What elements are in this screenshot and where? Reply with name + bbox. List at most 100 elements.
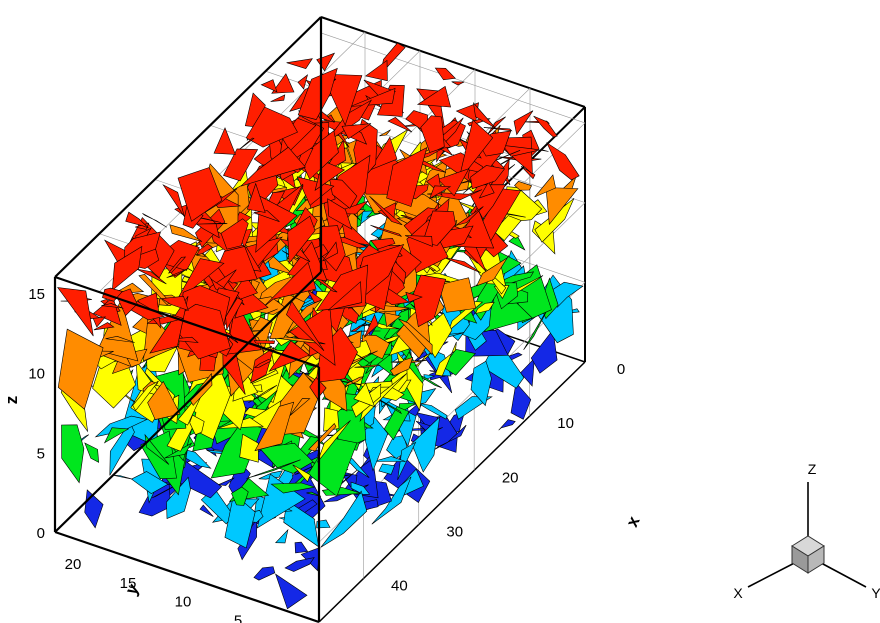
z-tick-label: 15 <box>28 286 45 303</box>
fracture-polygon <box>389 356 414 377</box>
fracture-polygon <box>473 102 496 129</box>
triad-x-label: X <box>733 585 743 601</box>
fracture-polygon <box>350 322 367 332</box>
fracture-polygon <box>177 167 223 222</box>
fracture-polygon <box>270 94 286 102</box>
fracture-polygon <box>478 181 495 199</box>
fracture-polygon <box>314 160 346 192</box>
fracture-polygon <box>411 416 441 473</box>
fracture-polygon <box>237 137 255 151</box>
fracture-polygon <box>405 291 423 303</box>
fracture-polygon <box>245 106 298 148</box>
fracture-polygon <box>534 198 575 243</box>
fracture-polygon <box>94 415 148 438</box>
fracture-polygon <box>476 255 510 287</box>
fracture-polygon <box>386 147 428 207</box>
fracture-polygon <box>220 218 249 250</box>
fracture-polygon <box>455 206 484 226</box>
fracture-polygon <box>84 442 100 463</box>
fracture-polygon <box>84 489 104 529</box>
box-edge <box>54 530 320 623</box>
fracture-polygon <box>135 359 163 398</box>
fracture-polygon <box>433 424 467 451</box>
fracture-polygon <box>57 287 94 337</box>
fracture-polygon <box>289 398 311 417</box>
fracture-polygon <box>429 185 452 200</box>
fracture-polygon <box>93 322 115 331</box>
fracture-polygon <box>443 257 481 274</box>
fracture-polygon <box>166 476 191 519</box>
fracture-polygon <box>327 198 353 230</box>
fracture-polygon <box>195 243 214 256</box>
fracture-polygon <box>253 340 276 345</box>
fracture-polygon <box>368 136 398 171</box>
fracture-polygon <box>397 441 417 481</box>
fracture-polygon <box>195 222 228 225</box>
fracture-polygon <box>418 402 448 420</box>
fracture-polygon <box>364 313 379 338</box>
fracture-polygon <box>317 420 351 463</box>
fracture-polygon <box>328 281 362 311</box>
fracture-polygon <box>470 165 506 190</box>
fracture-polygon <box>132 380 159 412</box>
fracture-polygon <box>246 182 266 213</box>
fracture-polygon <box>470 360 492 407</box>
fracture-polygon <box>113 475 133 480</box>
fracture-polygon <box>162 184 185 217</box>
fracture-polygon <box>438 277 477 313</box>
fracture-polygon <box>286 58 313 70</box>
fracture-polygon <box>199 504 214 517</box>
fracture-polygon <box>353 382 376 408</box>
fracture-polygon <box>329 178 358 209</box>
fracture-polygon <box>275 528 289 544</box>
fracture-polygon <box>164 442 193 459</box>
z-tick-label: 5 <box>37 445 45 462</box>
x-tick-label: 40 <box>391 578 408 595</box>
fracture-polygon <box>306 491 322 497</box>
fracture-polygon <box>546 142 580 181</box>
fracture-polygon <box>316 52 336 72</box>
fracture-polygon <box>248 308 278 322</box>
fracture-polygon <box>383 406 410 441</box>
fracture-polygon <box>384 312 402 328</box>
fracture-polygon <box>189 414 205 436</box>
fracture-polygon <box>434 341 457 377</box>
fracture-polygon <box>144 433 170 465</box>
fracture-polygon <box>378 463 395 475</box>
fracture-polygon <box>533 115 558 138</box>
fracture-polygon <box>369 195 403 226</box>
fracture-polygon <box>167 256 187 274</box>
orientation-triad: Z X Y <box>733 461 880 601</box>
fracture-polygon <box>213 127 236 155</box>
box-front-frame <box>53 16 323 623</box>
fracture-polygon <box>253 359 272 368</box>
fracture-polygon <box>420 115 445 154</box>
fracture-polygon <box>240 146 306 187</box>
fracture-polygon <box>387 117 413 133</box>
fracture-polygon <box>61 424 85 484</box>
y-tick-label: 10 <box>175 594 192 611</box>
fracture-polygon <box>217 477 235 486</box>
fracture-polygon <box>103 427 130 444</box>
fracture-polygon <box>224 492 256 549</box>
axis-ticks: 01020304005101520051015 <box>28 286 625 623</box>
fracture-polygons <box>57 42 584 610</box>
fracture-polygon <box>434 67 456 81</box>
fracture-polygon <box>545 187 579 226</box>
fracture-polygon <box>412 274 447 328</box>
fracture-polygon <box>160 295 189 311</box>
fracture-polygon <box>519 357 535 387</box>
fracture-polygon <box>458 119 494 182</box>
fracture-polygon <box>351 330 381 332</box>
fracture-polygon <box>284 557 315 572</box>
fracture-polygon <box>322 241 339 262</box>
fracture-polygon <box>513 110 534 136</box>
fracture-polygon <box>223 148 259 182</box>
fracture-polygon <box>292 464 311 483</box>
fracture-polygon <box>373 456 406 462</box>
x-tick-label: 30 <box>446 524 463 541</box>
fracture-polygon <box>398 318 433 356</box>
fracture-polygon <box>493 215 522 242</box>
fracture-polygon <box>364 59 388 82</box>
